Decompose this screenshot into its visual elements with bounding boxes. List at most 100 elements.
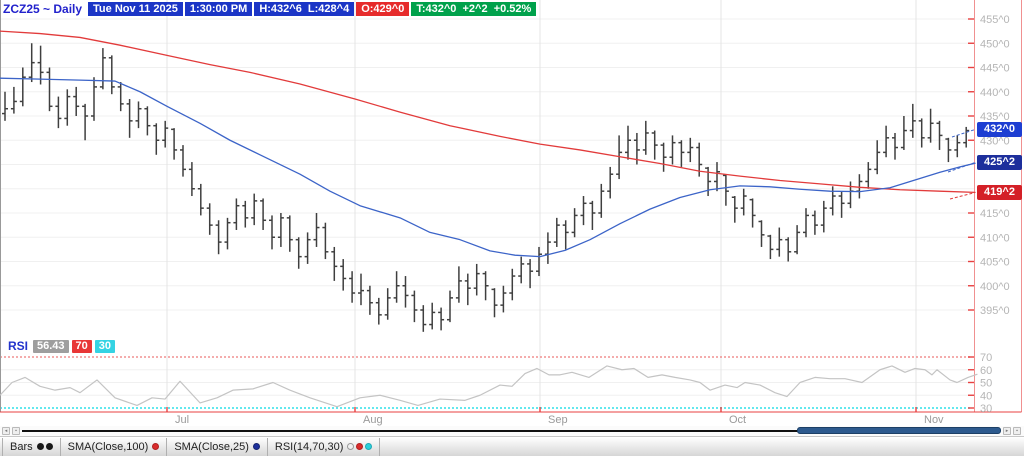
ohlc-bar — [803, 208, 809, 238]
ohlc-bar — [304, 232, 311, 264]
ohlc-bar — [758, 220, 765, 247]
tab-sma25[interactable]: SMA(Close,25) — [167, 438, 268, 456]
ohlc-bar — [509, 268, 516, 301]
sma25-line — [0, 77, 976, 258]
ohlc-bar — [108, 55, 115, 95]
ohlc-bar — [589, 200, 596, 230]
ohlc-bar — [295, 237, 302, 269]
ohlc-bar — [607, 166, 614, 199]
scrollbar-thumb[interactable] — [797, 427, 1001, 434]
legend-dot — [347, 443, 355, 450]
price-axis-label: 395^0 — [980, 305, 1010, 317]
price-chart-canvas[interactable]: 455^0 450^0 445^0 440^0 435^0 430^0 415^0 410^0… — [0, 0, 1024, 426]
ohlc-bar — [99, 48, 106, 90]
last-price-leader — [951, 129, 976, 138]
ohlc-bar — [251, 193, 258, 226]
ohlc-bar — [705, 166, 712, 197]
tab-rsi-label: RSI(14,70,30) — [274, 441, 344, 453]
ohlc-bar — [678, 140, 685, 167]
ohlc-bar — [767, 234, 774, 260]
ohlc-bar — [313, 213, 320, 247]
ohlc-bar — [874, 140, 881, 175]
scroll-right-button[interactable]: ▸ — [1003, 427, 1011, 435]
ohlc-bar — [358, 273, 364, 306]
ohlc-bar — [286, 215, 293, 252]
rsi-value-badge: 56.43 — [33, 339, 69, 353]
month-label: Nov — [924, 414, 944, 426]
ohlc-bar — [55, 96, 62, 129]
ohlc-bar — [865, 162, 872, 189]
date-badge: Tue Nov 11 2025 — [88, 2, 183, 16]
scrollbar-track[interactable] — [22, 430, 1000, 432]
scroll-left-button[interactable]: ◂ — [2, 427, 10, 435]
scroll-left-button-2[interactable]: ▪ — [12, 427, 20, 435]
last-change-badge: T:432^0 +2^2 +0.52% — [411, 2, 537, 16]
ohlc-bar — [811, 210, 818, 235]
ohlc-bar — [438, 307, 445, 331]
sma100-line — [0, 30, 976, 194]
rsi-title: RSI — [8, 339, 29, 353]
rsi-axis-label: 30 — [980, 403, 992, 415]
ohlc-bar — [277, 213, 284, 247]
ohlc-bar — [366, 285, 373, 315]
ohlc-bar — [749, 198, 756, 228]
tab-sma100-legend-dot — [150, 441, 160, 453]
ohlc-bar — [740, 188, 747, 216]
tab-rsi[interactable]: RSI(14,70,30) — [268, 438, 381, 456]
price-axis-label: 410^0 — [980, 232, 1010, 244]
ohlc-bar — [197, 183, 204, 216]
price-axis-label: 430^0 — [980, 135, 1010, 147]
ohlc-bar — [892, 132, 898, 160]
tab-bars-label: Bars — [10, 441, 33, 453]
tab-sma100[interactable]: SMA(Close,100) — [61, 438, 168, 456]
ohlc-bar — [660, 142, 667, 172]
tab-bars[interactable]: Bars — [2, 438, 61, 456]
legend-dot — [36, 443, 44, 450]
price-axis-label: 440^0 — [980, 87, 1010, 99]
ohlc-bar — [2, 91, 8, 121]
ohlc-bar — [224, 217, 231, 250]
ohlc-bar — [580, 196, 587, 226]
legend-dot — [45, 443, 53, 450]
time-badge: 1:30:00 PM — [184, 2, 253, 16]
ohlc-bar — [785, 237, 792, 262]
ohlc-bar — [553, 217, 560, 247]
ohlc-bar — [402, 276, 409, 308]
ohlc-bar — [420, 305, 427, 332]
last-price-tag: 432^0 — [977, 122, 1022, 137]
ohlc-bar — [188, 162, 195, 197]
ohlc-bar — [82, 103, 89, 141]
price-axis-label: 405^0 — [980, 257, 1010, 269]
price-axis-label: 415^0 — [980, 208, 1010, 220]
tab-rsi-legend-dots — [345, 441, 373, 453]
ohlc-bar — [233, 198, 240, 230]
ohlc-bar — [117, 82, 124, 112]
ohlc-bar — [260, 198, 267, 230]
sma100-price-tag: 419^2 — [977, 185, 1022, 200]
horizontal-scrollbar[interactable]: ◂ ▪ ▸ ▪ — [0, 426, 1024, 436]
ohlc-bar — [135, 101, 142, 129]
chart-header: ZCZ25 ~ Daily Tue Nov 11 2025 1:30:00 PM… — [3, 2, 537, 16]
ohlc-bar — [598, 183, 605, 218]
ohlc-bar — [571, 208, 578, 238]
ohlc-bar — [464, 273, 471, 306]
ohlc-bar — [731, 196, 738, 223]
ohlc-bar — [393, 271, 400, 303]
ohlc-bar — [153, 123, 160, 155]
scroll-right-button-2[interactable]: ▪ — [1013, 427, 1021, 435]
legend-dot — [365, 443, 373, 450]
ohlc-bar — [144, 106, 151, 136]
ohlc-bar — [883, 125, 890, 158]
price-axis-label: 455^0 — [980, 14, 1010, 26]
open-badge: O:429^0 — [356, 2, 410, 16]
price-axis-label: 445^0 — [980, 63, 1010, 75]
ohlc-bar — [687, 137, 694, 163]
ohlc-bar — [625, 125, 631, 160]
rsi-label-row: RSI 56.43 70 30 — [8, 339, 116, 353]
sma100-leader — [949, 192, 976, 200]
ohlc-bar — [909, 103, 916, 138]
ohlc-bar — [714, 162, 720, 192]
ohlc-bar — [455, 266, 462, 303]
ohlc-bar — [963, 126, 970, 148]
month-label: Jul — [175, 414, 189, 426]
